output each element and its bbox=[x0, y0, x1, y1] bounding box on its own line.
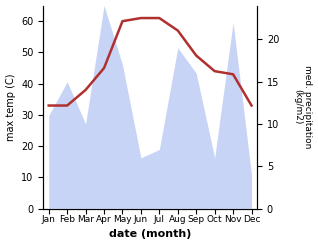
Y-axis label: med. precipitation
(kg/m2): med. precipitation (kg/m2) bbox=[293, 65, 313, 149]
X-axis label: date (month): date (month) bbox=[109, 230, 191, 239]
Y-axis label: max temp (C): max temp (C) bbox=[5, 73, 16, 141]
